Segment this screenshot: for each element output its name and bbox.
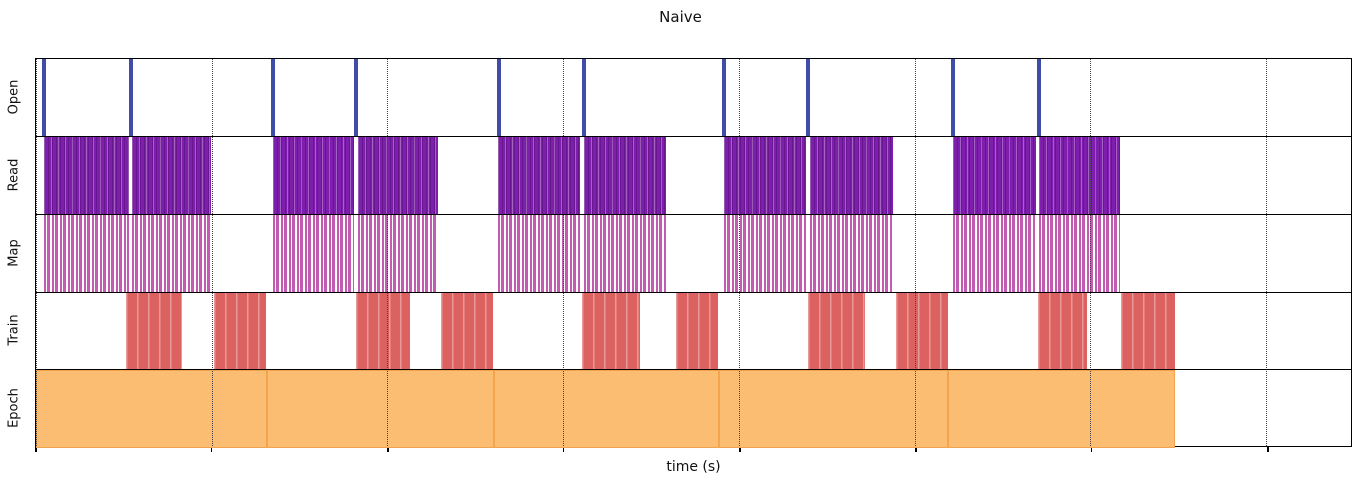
x-tick [1090,446,1093,452]
map-interval [498,214,581,293]
epoch-separator [493,371,496,447]
map-interval [357,214,439,293]
gridline [563,59,565,446]
chart-title: Naive [659,8,702,26]
gridline [36,59,37,446]
map-interval [952,214,1036,293]
open-event-line [1037,59,1042,137]
row-separator [36,291,1351,293]
train-interval [895,292,948,371]
row-read [36,136,1351,215]
open-event-line [722,59,726,137]
map-interval [809,214,893,293]
row-label-read: Read [6,158,22,192]
gridline [738,59,740,446]
row-epoch [36,370,1351,448]
train-interval [1037,292,1088,371]
map-interval [584,214,666,293]
map-interval [131,214,211,293]
open-event-line [805,59,810,137]
open-event-line [950,59,955,137]
read-interval [809,136,893,215]
gridline [387,59,389,446]
read-interval [498,136,581,215]
epoch-separator [265,371,268,447]
x-tick [915,446,917,452]
gridline [914,59,916,446]
train-interval [1121,292,1176,371]
train-interval [582,292,641,371]
read-interval [584,136,666,215]
gridline [1266,59,1268,446]
x-axis-label: time (s) [666,459,721,475]
x-tick [35,446,37,452]
open-event-line [582,59,587,137]
read-interval [1039,136,1121,215]
x-tick [562,446,565,452]
x-tick [387,446,389,452]
map-interval [724,214,806,293]
epoch-separator [717,371,720,447]
open-event-line [270,59,275,137]
row-map [36,214,1351,293]
gridline [1090,59,1092,446]
open-event-line [42,59,47,137]
row-separator [36,369,1351,371]
row-open [36,59,1351,137]
train-interval [356,292,411,371]
train-interval [125,292,182,371]
read-interval [131,136,211,215]
plot-area [35,58,1352,448]
read-interval [272,136,355,215]
row-separator [36,213,1351,215]
x-tick [739,446,741,452]
x-tick [1267,446,1269,452]
read-interval [44,136,129,215]
map-interval [272,214,355,293]
gridline [211,59,213,446]
open-event-line [354,59,359,137]
open-event-line [497,59,502,137]
x-tick [210,446,213,452]
row-train [36,292,1351,371]
row-label-map: Map [6,238,22,267]
train-interval [213,292,266,371]
epoch-bar [36,370,1176,448]
epoch-separator [946,371,949,447]
read-interval [952,136,1036,215]
read-interval [724,136,806,215]
read-interval [357,136,439,215]
row-label-train: Train [6,314,22,346]
row-separator [36,136,1351,138]
map-interval [1039,214,1121,293]
row-label-open: Open [6,79,22,115]
train-interval [807,292,865,371]
open-event-line [128,59,133,137]
train-interval [441,292,494,371]
map-interval [44,214,129,293]
train-interval [676,292,718,371]
row-label-epoch: Epoch [6,388,22,428]
